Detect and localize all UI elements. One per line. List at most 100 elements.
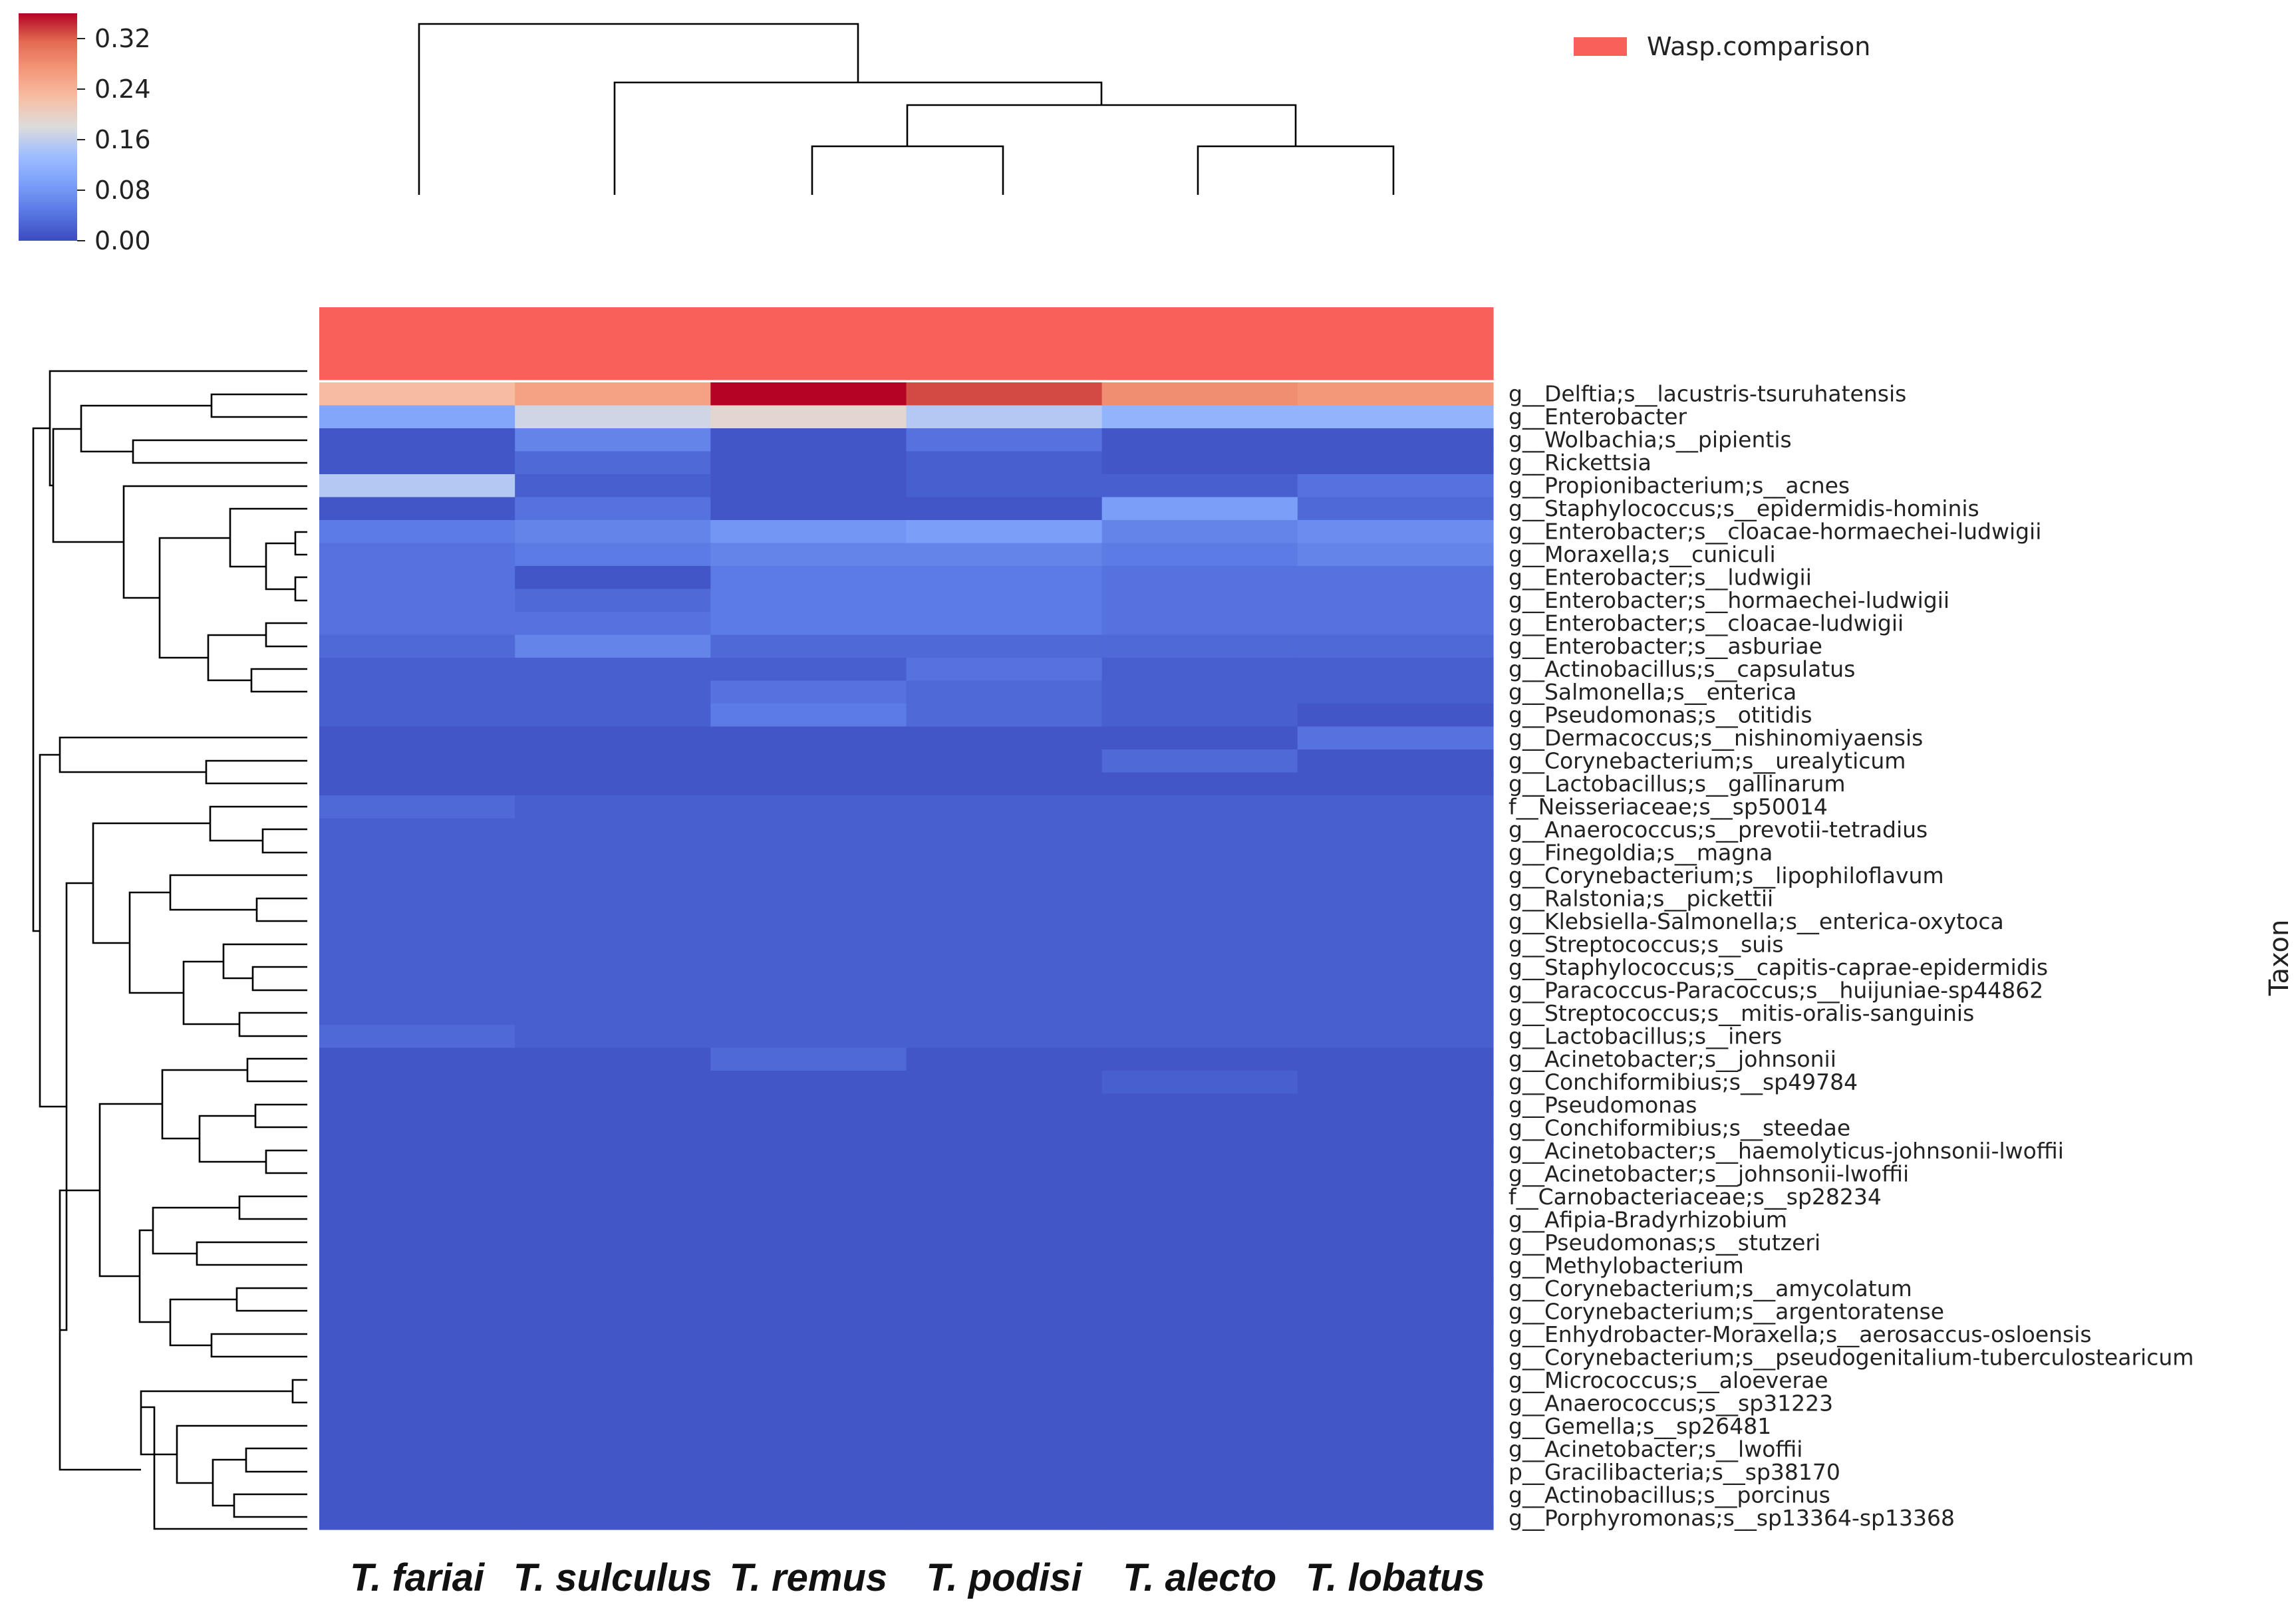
heatmap-cell bbox=[906, 520, 1103, 544]
heatmap-cell bbox=[906, 1139, 1103, 1163]
heatmap-cell bbox=[1101, 1117, 1298, 1141]
colorbar-tick-label: 0.16 bbox=[94, 125, 151, 154]
heatmap-cell bbox=[319, 1231, 515, 1255]
heatmap-cell bbox=[1101, 1323, 1298, 1347]
heatmap-cell bbox=[710, 1208, 907, 1232]
heatmap-cell bbox=[515, 405, 711, 429]
heatmap-cell bbox=[515, 1438, 711, 1462]
heatmap-cell bbox=[515, 1139, 711, 1163]
row-label: g__Dermacoccus;s__nishinomiyaensis bbox=[1508, 725, 1923, 751]
heatmap-cell bbox=[319, 841, 515, 865]
colorbar-gradient bbox=[19, 13, 77, 241]
heatmap-cell bbox=[710, 1047, 907, 1071]
heatmap-cell bbox=[319, 1438, 515, 1462]
heatmap-cell bbox=[710, 428, 907, 452]
column-label: T. remus bbox=[730, 1556, 887, 1599]
heatmap-cell bbox=[1297, 795, 1494, 819]
row-label: g__Corynebacterium;s__amycolatum bbox=[1508, 1276, 1912, 1301]
heatmap-cell bbox=[515, 566, 711, 590]
heatmap-cell bbox=[1297, 451, 1494, 475]
heatmap-cell bbox=[515, 1392, 711, 1416]
heatmap-cell bbox=[1101, 1071, 1298, 1095]
heatmap-cell bbox=[710, 680, 907, 704]
heatmap-cell bbox=[1101, 1185, 1298, 1209]
heatmap-cell bbox=[906, 1392, 1103, 1416]
heatmap-cell bbox=[1101, 405, 1298, 429]
heatmap-cell bbox=[906, 543, 1103, 567]
heatmap-cell bbox=[906, 1185, 1103, 1209]
heatmap-cell bbox=[710, 589, 907, 612]
heatmap-cell bbox=[515, 1208, 711, 1232]
heatmap-cell bbox=[710, 1117, 907, 1141]
row-label: p__Gracilibacteria;s__sp38170 bbox=[1508, 1459, 1840, 1485]
row-label: g__Enterobacter;s__hormaechei-ludwigii bbox=[1508, 587, 1949, 613]
row-label: g__Salmonella;s__enterica bbox=[1508, 679, 1796, 705]
heatmap-cell bbox=[1101, 382, 1298, 406]
row-label: g__Micrococcus;s__aloeverae bbox=[1508, 1367, 1828, 1393]
heatmap-cell bbox=[1101, 979, 1298, 1003]
heatmap-cell bbox=[319, 520, 515, 544]
legend-label: Wasp.comparison bbox=[1647, 32, 1870, 61]
heatmap-cell bbox=[515, 1277, 711, 1301]
heatmap-cell bbox=[906, 634, 1103, 658]
column-label: T. sulculus bbox=[513, 1556, 712, 1599]
heatmap-cell bbox=[906, 589, 1103, 612]
heatmap-cell bbox=[515, 612, 711, 636]
heatmap-cell bbox=[906, 1208, 1103, 1232]
heatmap-cell bbox=[710, 634, 907, 658]
heatmap-cell bbox=[319, 1277, 515, 1301]
heatmap-cell bbox=[906, 1460, 1103, 1484]
heatmap-cell bbox=[1297, 749, 1494, 773]
heatmap-cell bbox=[1101, 1484, 1298, 1508]
colorbar-ticks: 0.32 0.24 0.16 0.08 0.00 bbox=[77, 24, 151, 255]
heatmap-cell bbox=[906, 658, 1103, 682]
heatmap-cell bbox=[515, 382, 711, 406]
row-label: g__Corynebacterium;s__pseudogenitalium-t… bbox=[1508, 1344, 2194, 1370]
heatmap-cell bbox=[319, 1117, 515, 1141]
heatmap-cell bbox=[906, 451, 1103, 475]
heatmap-cells bbox=[319, 382, 1494, 1530]
heatmap-cell bbox=[319, 749, 515, 773]
heatmap-cell bbox=[1297, 841, 1494, 865]
heatmap-cell bbox=[1101, 566, 1298, 590]
heatmap-cell bbox=[319, 818, 515, 842]
heatmap-cell bbox=[1297, 474, 1494, 498]
heatmap-cell bbox=[515, 1414, 711, 1438]
heatmap-cell bbox=[1297, 405, 1494, 429]
heatmap-cell bbox=[906, 1002, 1103, 1025]
heatmap-cell bbox=[1101, 589, 1298, 612]
heatmap-cell bbox=[906, 704, 1103, 728]
heatmap-cell bbox=[710, 1300, 907, 1324]
heatmap-cell bbox=[906, 772, 1103, 796]
heatmap-cell bbox=[1297, 1484, 1494, 1508]
heatmap-cell bbox=[515, 543, 711, 567]
heatmap-cell bbox=[319, 612, 515, 636]
heatmap-cell bbox=[1101, 1369, 1298, 1393]
heatmap-cell bbox=[1101, 1414, 1298, 1438]
heatmap-cell bbox=[906, 956, 1103, 980]
heatmap-cell bbox=[515, 1346, 711, 1370]
row-label: g__Pseudomonas bbox=[1508, 1092, 1697, 1118]
heatmap-cell bbox=[319, 1460, 515, 1484]
heatmap-cell bbox=[515, 497, 711, 521]
heatmap-cell bbox=[1101, 1025, 1298, 1049]
heatmap-cell bbox=[515, 1025, 711, 1049]
heatmap-cell bbox=[906, 474, 1103, 498]
heatmap-cell bbox=[1101, 749, 1298, 773]
heatmap-cell bbox=[906, 933, 1103, 957]
row-label: g__Methylobacterium bbox=[1508, 1252, 1744, 1278]
heatmap-cell bbox=[515, 1506, 711, 1530]
heatmap-cell bbox=[319, 1139, 515, 1163]
row-label: g__Pseudomonas;s__stutzeri bbox=[1508, 1230, 1820, 1256]
heatmap-cell bbox=[710, 749, 907, 773]
row-label: g__Paracoccus-Paracoccus;s__huijuniae-sp… bbox=[1508, 977, 2043, 1003]
heatmap-cell bbox=[319, 1002, 515, 1025]
row-label: g__Actinobacillus;s__capsulatus bbox=[1508, 656, 1855, 682]
heatmap-cell bbox=[710, 1185, 907, 1209]
heatmap-cell bbox=[1297, 933, 1494, 957]
heatmap-cell bbox=[319, 887, 515, 911]
heatmap-cell bbox=[906, 979, 1103, 1003]
heatmap-cell bbox=[319, 1323, 515, 1347]
row-label: g__Porphyromonas;s__sp13364-sp13368 bbox=[1508, 1505, 1955, 1531]
